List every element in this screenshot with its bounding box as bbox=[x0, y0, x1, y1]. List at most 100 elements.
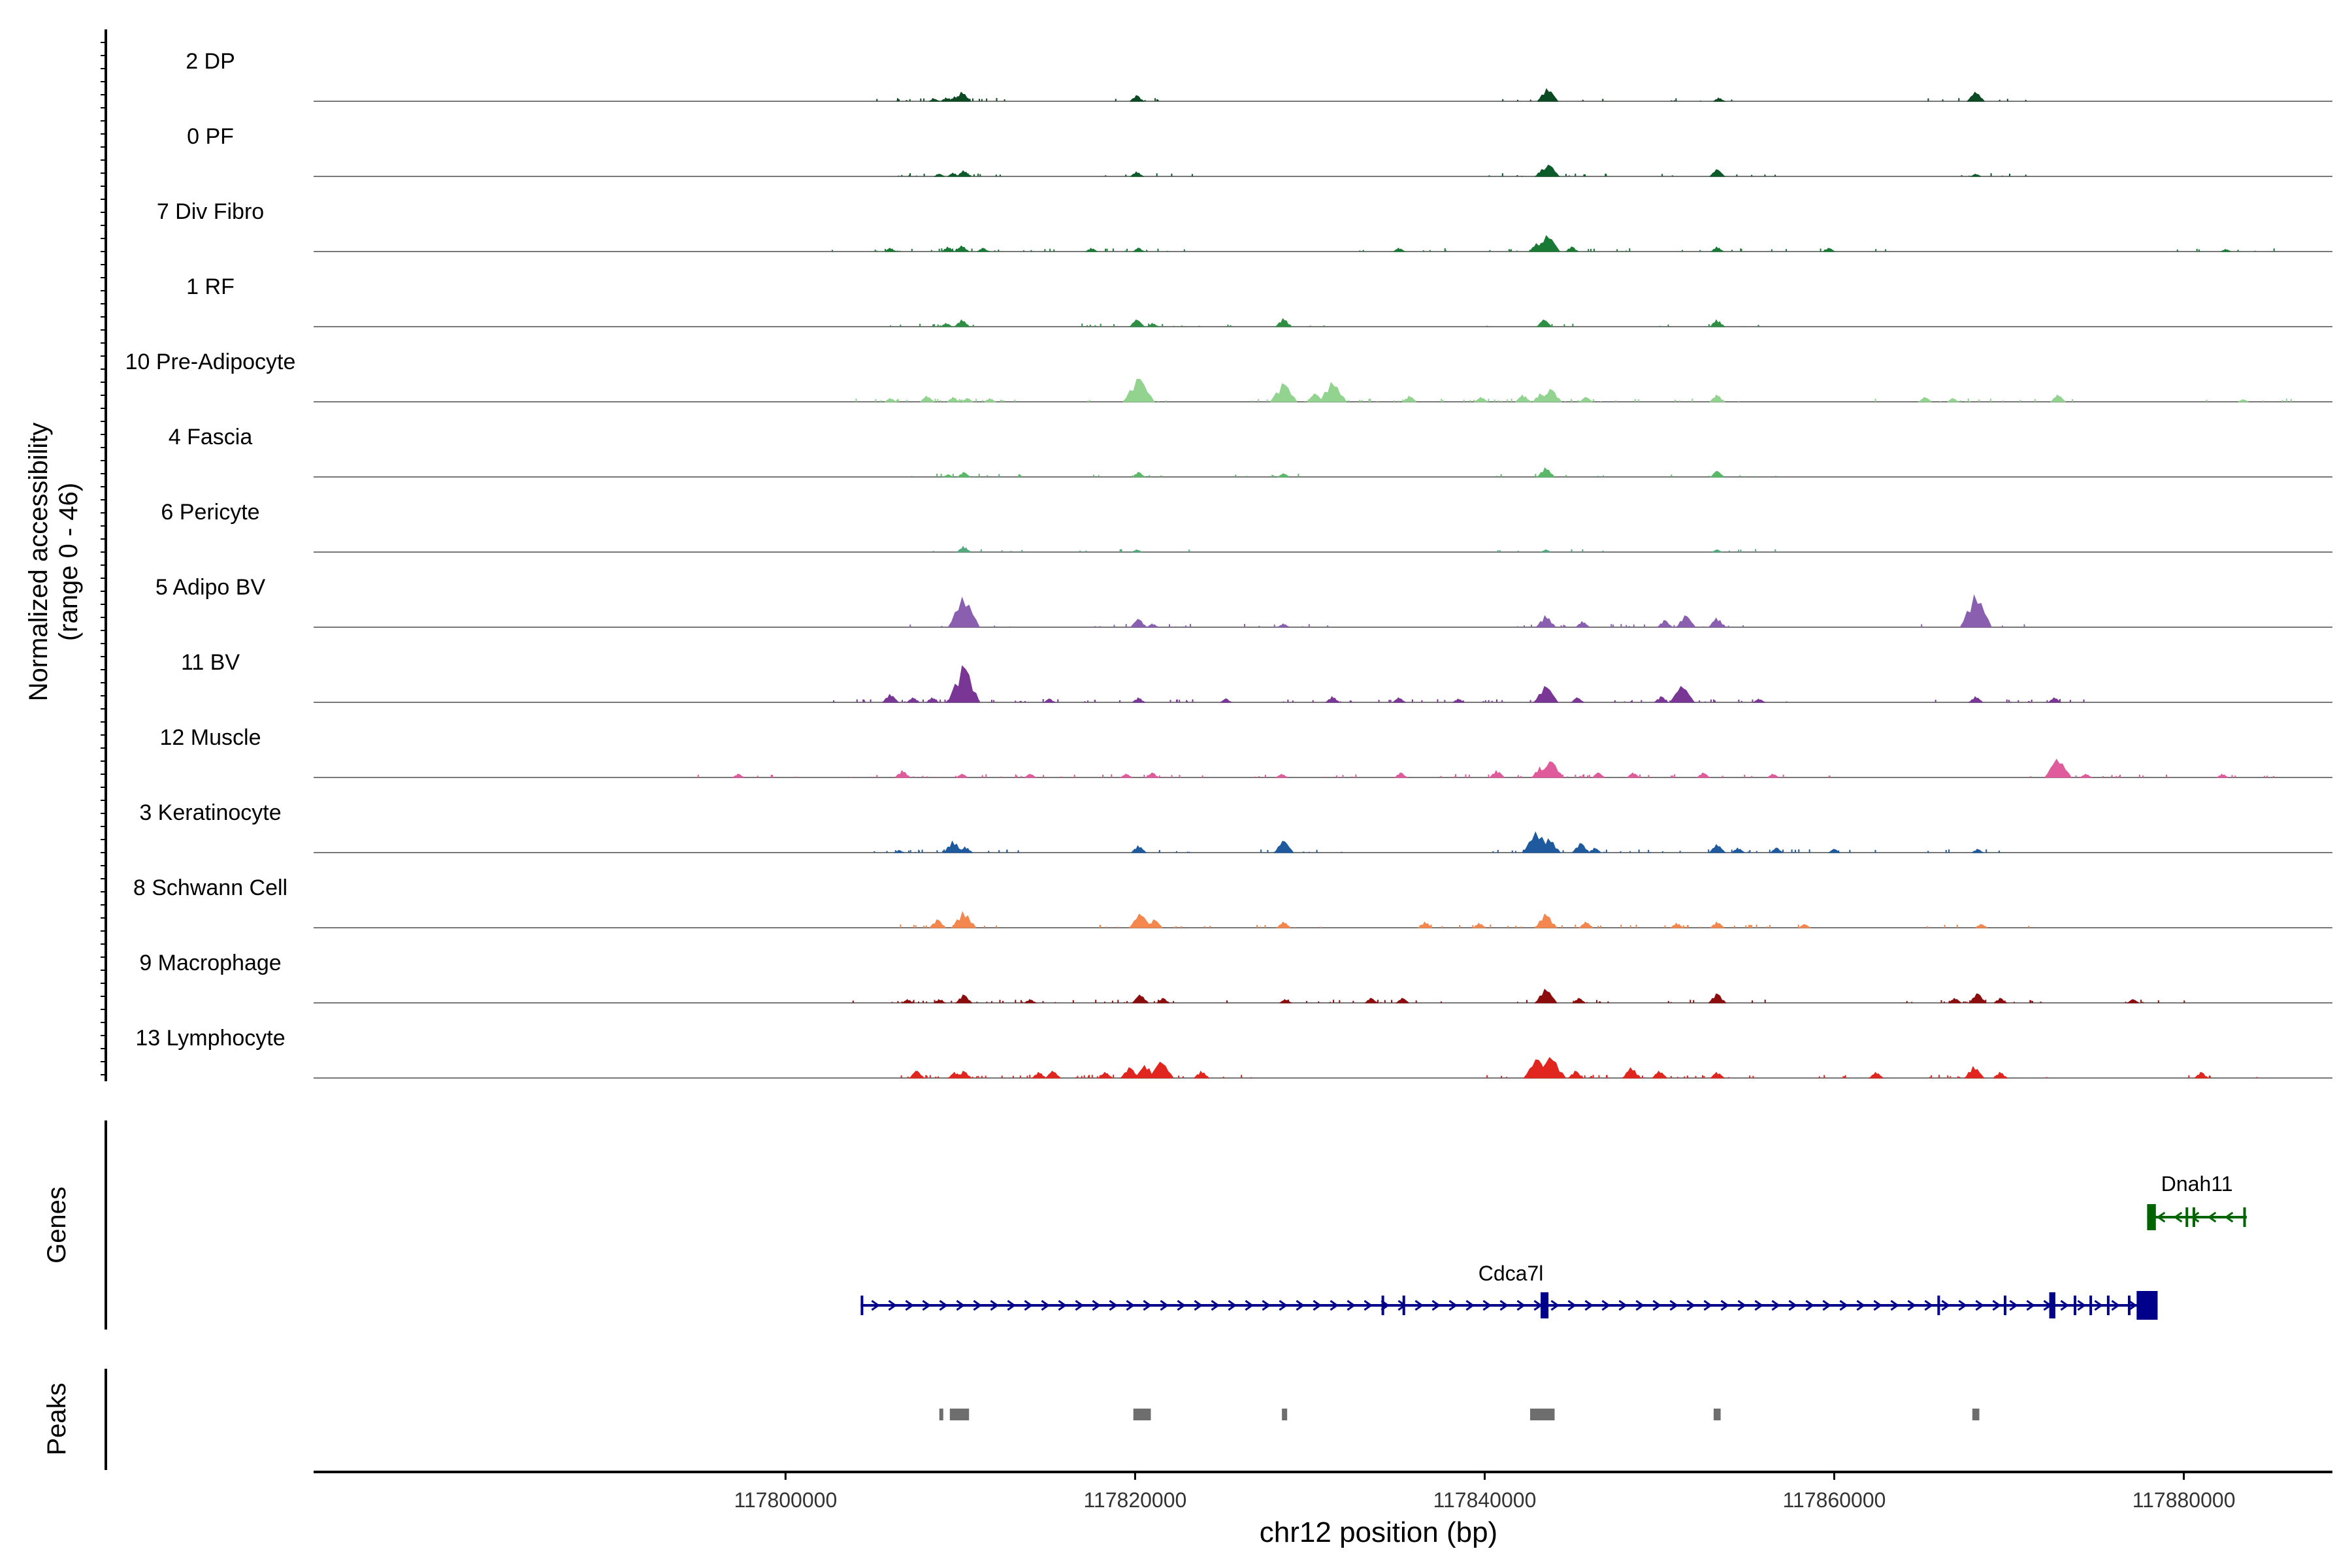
coverage-peak-9 bbox=[1587, 847, 1601, 853]
coverage-track-7: 6 Pericyte bbox=[161, 500, 2332, 553]
coverage-peak-4 bbox=[1277, 473, 1290, 478]
coverage-noise bbox=[890, 323, 1759, 327]
coverage-peak-3 bbox=[947, 397, 961, 402]
coverage-peak-5 bbox=[1085, 247, 1098, 252]
coverage-peak-7 bbox=[1709, 169, 1725, 177]
coverage-peak-3 bbox=[1541, 549, 1552, 553]
coverage-peak-7 bbox=[1538, 838, 1561, 853]
coverage-panel: 2 DP 0 PF 7 Div Fibro 1 RF 10 Pre-Adipocyte 4… bbox=[101, 29, 2332, 1081]
coverage-peak-5 bbox=[1131, 994, 1149, 1004]
gene-exon-12 bbox=[2136, 1291, 2158, 1320]
coverage-peak-1 bbox=[902, 999, 914, 1004]
coverage-peak-10 bbox=[1708, 843, 1726, 853]
coverage-peak-2 bbox=[906, 697, 920, 703]
gene-exon-3 bbox=[1402, 1296, 1405, 1315]
coverage-peak-16 bbox=[1709, 394, 1725, 402]
coverage-peak-8 bbox=[1970, 173, 1982, 177]
coverage-peak-12 bbox=[1514, 394, 1531, 402]
coverage-peak-12 bbox=[1592, 772, 1606, 778]
coverage-track-11: 3 Keratinocyte bbox=[139, 800, 2332, 853]
coverage-peak-11 bbox=[1710, 921, 1725, 928]
coverage-peak-7 bbox=[1132, 697, 1146, 703]
coverage-peak-9 bbox=[1148, 1061, 1174, 1079]
coverage-peak-3 bbox=[956, 774, 968, 778]
coverage-peak-6 bbox=[1537, 88, 1559, 102]
track-label: 4 Fascia bbox=[169, 425, 253, 449]
gene-strand-arrows bbox=[2156, 1211, 2234, 1223]
coverage-peak-14 bbox=[1697, 772, 1710, 778]
coverage-peak-13 bbox=[1948, 998, 1962, 1004]
coverage-y-axis-label-line1: Normalized accessibility bbox=[24, 423, 53, 702]
coverage-peak-3 bbox=[1147, 623, 1160, 628]
coverage-peak-14 bbox=[1539, 389, 1562, 402]
coverage-track-12: 8 Schwann Cell bbox=[133, 875, 2332, 928]
coverage-peak-12 bbox=[1535, 1056, 1566, 1079]
track-label: 12 Muscle bbox=[160, 725, 261, 750]
coverage-track-13: 9 Macrophage bbox=[139, 951, 2332, 1004]
gene-exon-11 bbox=[2127, 1296, 2131, 1315]
coverage-peak-6 bbox=[1575, 621, 1591, 628]
x-axis-title: chr12 position (bp) bbox=[1260, 1516, 1497, 1548]
coverage-peak-12 bbox=[1708, 993, 1727, 1004]
coverage-noise bbox=[932, 549, 1776, 552]
coverage-peak-1 bbox=[882, 693, 900, 703]
gene-exon-4 bbox=[2243, 1207, 2246, 1227]
coverage-track-8: 5 Adipo BV bbox=[155, 575, 2332, 628]
coverage-peak-10 bbox=[1401, 395, 1417, 402]
gene-dnah11: Dnah11 bbox=[2147, 1172, 2247, 1230]
coverage-peak-14 bbox=[1654, 696, 1669, 703]
coverage-noise bbox=[900, 1075, 2258, 1078]
coverage-peak-15 bbox=[1578, 397, 1593, 402]
track-label: 7 Div Fibro bbox=[157, 199, 264, 224]
genes-panel: Cdca7l Dnah11 bbox=[105, 1120, 2247, 1330]
coverage-peak-5 bbox=[1275, 921, 1291, 928]
coverage-track-3: 7 Div Fibro bbox=[157, 199, 2332, 252]
coverage-peak-18 bbox=[1964, 1066, 1985, 1079]
coverage-peak-6 bbox=[1535, 319, 1552, 327]
coverage-peak-4 bbox=[1145, 919, 1163, 928]
coverage-peak-8 bbox=[1571, 843, 1590, 853]
coverage-peak-3 bbox=[1129, 319, 1145, 327]
coverage-peak-14 bbox=[1622, 1067, 1642, 1079]
gene-exon-2 bbox=[1381, 1296, 1384, 1315]
coverage-peak-10 bbox=[1392, 697, 1407, 703]
x-tick-label: 117860000 bbox=[1783, 1488, 1886, 1512]
coverage-peak-7 bbox=[1279, 999, 1292, 1004]
coverage-noise bbox=[911, 474, 1777, 477]
x-tick-label: 117840000 bbox=[1433, 1488, 1537, 1512]
coverage-peak-11 bbox=[1571, 998, 1586, 1004]
coverage-peak-11 bbox=[1538, 761, 1564, 778]
coverage-peak-18 bbox=[2047, 697, 2061, 703]
coverage-peak-5 bbox=[1535, 615, 1557, 628]
genes-y-axis-label: Genes bbox=[42, 1186, 71, 1264]
coverage-peak-10 bbox=[1670, 923, 1684, 928]
coverage-peak-2 bbox=[894, 770, 911, 778]
coverage-peak-4 bbox=[952, 91, 972, 102]
gene-exon-10 bbox=[2106, 1296, 2110, 1315]
coverage-peak-2 bbox=[1132, 549, 1143, 553]
coverage-track-6: 4 Fascia bbox=[169, 425, 2332, 478]
coverage-peak-14 bbox=[1968, 993, 1987, 1004]
coverage-peak-11 bbox=[1452, 698, 1465, 703]
coverage-track-5: 10 Pre-Adipocyte bbox=[125, 350, 2332, 402]
coverage-peak-5 bbox=[984, 397, 997, 402]
peak-region-7 bbox=[1972, 1409, 1980, 1420]
coverage-peak-9 bbox=[1708, 617, 1727, 628]
gene-exon-3 bbox=[2192, 1207, 2195, 1227]
coverage-peak-3 bbox=[958, 846, 973, 853]
coverage-peak-7 bbox=[1393, 248, 1406, 252]
coverage-peak-15 bbox=[1669, 685, 1695, 703]
coverage-noise bbox=[900, 924, 2030, 928]
coverage-peak-1 bbox=[947, 596, 980, 628]
track-label: 11 BV bbox=[181, 650, 240, 675]
gene-label: Cdca7l bbox=[1478, 1262, 1544, 1285]
coverage-peak-18 bbox=[1947, 398, 1960, 402]
coverage-peak-2 bbox=[951, 911, 977, 928]
peak-region-2 bbox=[949, 1409, 970, 1420]
coverage-peak-9 bbox=[1535, 235, 1561, 252]
coverage-noise bbox=[909, 624, 2025, 627]
peaks-y-axis-label: Peaks bbox=[42, 1382, 71, 1455]
coverage-noise bbox=[876, 98, 2027, 101]
gene-exon-9 bbox=[2089, 1296, 2093, 1315]
